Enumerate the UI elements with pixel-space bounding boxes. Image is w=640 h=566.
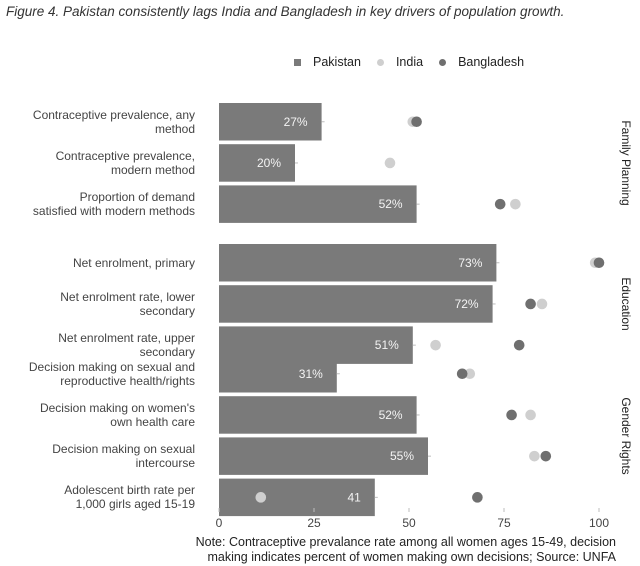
category-label-line: Net enrolment, primary [72,255,195,270]
category-label: Decision making on sexual intercourse [2,442,195,470]
point-india [536,298,548,310]
point-india [529,450,540,462]
x-tick-label: 25 [307,516,321,530]
category-label: Net enrolment, primary [2,256,195,270]
footnote-line-2: making indicates percent of women making… [207,550,616,564]
point-bangladesh [540,450,552,462]
category-label-line: 1,000 girls aged 15-19 [75,497,195,512]
category-label-line: secondary [139,303,195,318]
bar-value-label: 51% [375,338,399,352]
bar-pakistan [219,244,497,282]
category-label-line: own health care [110,414,195,429]
footnote: Note: Contraceptive prevalance rate amon… [196,535,616,565]
legend-item-bangladesh: Bangladesh [439,55,524,69]
bar-value-label: 52% [379,197,403,211]
category-label-line: satisfied with modern methods [32,204,195,219]
category-label-line: intercourse [135,456,195,471]
legend-item-pakistan: Pakistan [294,55,361,69]
category-label-line: Adolescent birth rate per [64,483,195,498]
bar-pakistan [219,103,322,141]
category-label-line: Net enrolment rate, upper [58,331,195,346]
bar-value-label: 55% [390,449,414,463]
point-india [464,368,476,380]
category-label-line: Decision making on women's [39,400,195,415]
bar-pakistan [219,285,493,323]
category-label: Proportion of demand satisfied with moder… [2,190,195,218]
legend-item-india: India [376,55,424,69]
bar-value-label: 72% [455,297,479,311]
bar-value-label: 20% [257,156,281,170]
point-india [384,157,396,169]
category-label-line: reproductive health/rights [60,373,195,388]
category-label-line: Decision making on sexual [52,442,195,457]
category-label: Contraceptive prevalence, any method [2,108,195,136]
point-bangladesh [411,116,422,128]
bar-value-label: 41 [347,490,361,504]
legend-label: India [395,55,424,69]
legend-marker-pakistan [294,58,301,66]
bar-value-label: 27% [284,115,308,129]
category-label-line: method [154,121,195,136]
bar-value-label: 73% [458,256,482,270]
category-label: Decision making on sexual and reproductiv… [2,360,195,388]
category-label: Net enrolment rate, lower secondary [2,290,195,318]
figure-title: Figure 4. Pakistan consistently lags Ind… [6,4,565,19]
legend-label: Bangladesh [458,55,525,69]
category-label: Net enrolment rate, upper secondary [2,331,195,359]
category-label-line: modern method [110,162,195,177]
point-india [255,492,267,503]
legend: Pakistan India Bangladesh [294,54,540,70]
x-tick-label: 100 [588,516,610,530]
facet-label: Education [619,277,633,331]
point-india [510,198,521,210]
point-bangladesh [525,298,536,310]
bar-pakistan [219,478,375,517]
point-bangladesh [456,368,468,380]
bar-pakistan [219,355,337,393]
bar-pakistan [219,437,428,475]
x-tick-label: 0 [215,516,223,530]
category-label: Adolescent birth rate per 1,000 girls age… [2,483,195,511]
bar-value-label: 31% [299,367,323,381]
bar-pakistan [219,396,417,434]
category-label-line: Proportion of demand [79,190,195,205]
category-label-line: Contraceptive prevalence, [55,148,195,163]
facet-label: Gender Rights [619,396,633,475]
point-india [525,409,536,421]
category-label-line: Net enrolment rate, lower [60,289,195,304]
legend-label: Pakistan [313,55,361,69]
legend-marker-bangladesh [439,58,447,66]
category-label-line: secondary [139,345,195,360]
point-bangladesh [593,257,605,269]
x-tick-label: 75 [497,516,511,530]
bar-value-label: 52% [379,408,403,422]
bar-pakistan [219,185,417,223]
point-bangladesh [513,339,525,351]
point-bangladesh [494,198,506,210]
category-label: Decision making on women's own health car… [2,401,195,429]
legend-marker-india [376,58,384,66]
bar-pakistan [219,144,295,182]
x-tick-label: 50 [402,516,416,530]
category-label-line: Contraceptive prevalence, any [32,107,195,122]
category-label: Contraceptive prevalence, modern method [2,149,195,177]
point-bangladesh [472,492,483,503]
point-india [430,339,441,351]
facet-label: Family Planning [619,120,633,206]
category-label-line: Decision making on sexual and [28,359,195,374]
footnote-line-1: Note: Contraceptive prevalance rate amon… [195,535,616,549]
point-bangladesh [506,409,517,421]
